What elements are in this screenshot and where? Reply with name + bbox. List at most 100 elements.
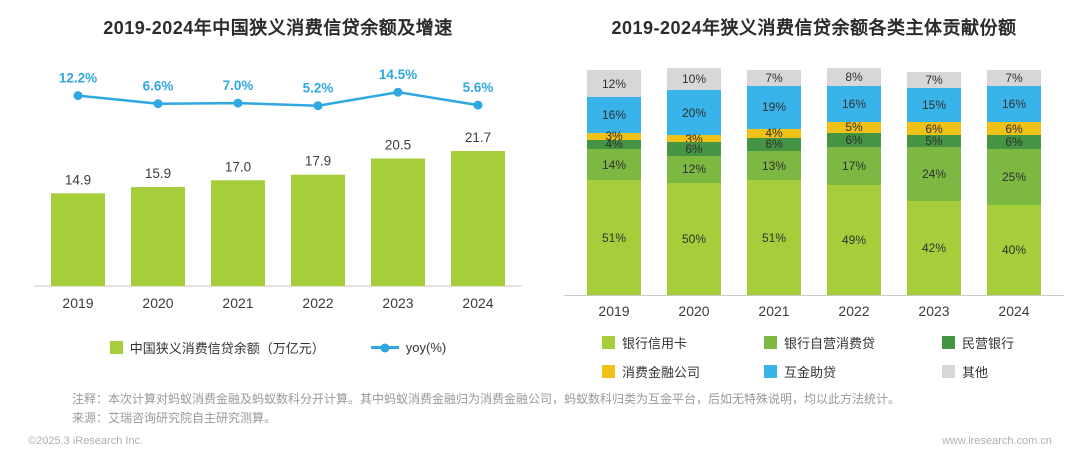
yoy-point [73,91,83,101]
charts-row: 2019-2024年中国狭义消费信贷余额及增速 14.9 15.9 17.0 17.9… [28,6,1064,381]
legend-label: 民营银行 [962,336,1015,351]
x-axis-labels: 2019 2020 2021 2022 2023 2024 [564,303,1064,319]
legend-item: 互金助贷 [764,362,942,381]
segment-银行信用卡: 42% [907,200,961,295]
balance-growth-chart: 2019-2024年中国狭义消费信贷余额及增速 14.9 15.9 17.0 17.9… [28,6,528,381]
stacked-bar-2023: 7% 15% 6% 5% 24% 42% [907,72,961,295]
contribution-share-chart: 2019-2024年狭义消费信贷余额各类主体贡献份额 12% 16% 3% 4% 14%… [564,6,1064,381]
legend-label: 互金助贷 [784,365,837,380]
yoy-value-label: 5.6% [463,80,494,95]
legend-share: 银行信用卡 银行自营消费贷 民营银行消费金融公司 互金助贷 其他 [564,333,1064,381]
legend-item: 民营银行 [942,333,1014,352]
segment-银行自营消费贷: 13% [747,151,801,181]
x-axis-label: 2023 [918,303,950,319]
note-line-1: 注释：本次计算对蚂蚁消费金融及蚂蚁数科分开计算。其中蚂蚁消费金融归为消费金融公司… [72,392,901,406]
segment-互金助贷: 16% [827,85,881,122]
legend-swatch [764,336,777,349]
yoy-value-label: 6.6% [143,79,174,94]
yoy-point [233,98,243,108]
segment-互金助贷: 16% [987,85,1041,122]
yoy-value-label: 14.5% [379,67,417,82]
segment-互金助贷: 16% [587,97,641,133]
segment-民营银行: 6% [827,133,881,147]
yoy-point [393,87,403,97]
segment-其他: 8% [827,67,881,86]
chart-title-right: 2019-2024年狭义消费信贷余额各类主体贡献份额 [611,18,1017,38]
bar-2021 [211,180,265,286]
x-axis-label: 2019 [62,295,93,311]
x-axis-label: 2020 [142,295,173,311]
segment-其他: 10% [667,67,721,91]
legend-swatch-balance [109,341,123,354]
yoy-dot-icon [380,343,390,352]
legend-label-balance: 中国狭义消费信贷余额（万亿元） [129,341,325,356]
stacked-bar-2021: 7% 19% 4% 6% 13% 51% [747,70,801,295]
segment-消费金融公司: 6% [907,121,961,136]
segment-银行信用卡: 50% [667,182,721,295]
segment-银行信用卡: 40% [987,205,1041,295]
yoy-point [313,101,323,111]
x-axis-label: 2022 [302,295,333,311]
stacked-bar-2022: 8% 16% 5% 6% 17% 49% [827,67,881,295]
legend-item: 银行自营消费贷 [764,333,942,352]
segment-民营银行: 4% [587,138,641,150]
bar-2023 [371,158,425,286]
bar-value-label: 14.9 [65,172,91,187]
x-axis-label: 2024 [998,303,1030,319]
segment-消费金融公司: 4% [747,127,801,139]
segment-民营银行: 6% [987,135,1041,149]
segment-互金助贷: 20% [667,90,721,136]
segment-消费金融公司: 3% [587,131,641,142]
chart-title-left: 2019-2024年中国狭义消费信贷余额及增速 [103,18,453,38]
bar-2024 [451,151,505,286]
stacked-bars: 12% 16% 3% 4% 14% 51% 10% 20% 3% 6% 12% 50% 7% 19% 4% 6… [564,67,1064,295]
footnotes: 注释：本次计算对蚂蚁消费金融及蚂蚁数科分开计算。其中蚂蚁消费金融归为消费金融公司… [72,390,1050,427]
yoy-line [77,90,479,107]
legend-item: 其他 [942,362,1014,381]
legend-swatch [602,365,615,378]
segment-民营银行: 5% [907,135,961,147]
legend-item: 消费金融公司 [602,362,764,381]
segment-其他: 7% [907,72,961,88]
bar-value-label: 21.7 [465,130,491,145]
website-url: www.iresearch.com.cn [941,435,1052,447]
bar-2022 [291,174,345,286]
segment-银行自营消费贷: 14% [587,148,641,181]
x-axis-label: 2020 [678,303,710,319]
bar-value-label: 17.0 [225,159,251,174]
segment-互金助贷: 19% [747,85,801,129]
yoy-value-label: 5.2% [303,81,334,96]
bar-value-label: 15.9 [145,166,171,181]
segment-银行信用卡: 49% [827,184,881,295]
segment-其他: 12% [587,70,641,97]
segment-互金助贷: 15% [907,88,961,122]
segment-银行自营消费贷: 25% [987,148,1041,205]
segment-银行自营消费贷: 24% [907,146,961,201]
stacked-bar-2020: 10% 20% 3% 6% 12% 50% [667,67,721,295]
stacked-bar-2024: 7% 16% 6% 6% 25% 40% [987,70,1041,295]
segment-银行自营消费贷: 12% [667,155,721,183]
legend-balance: 中国狭义消费信贷余额（万亿元） yoy(%) [28,338,528,357]
bar-value-label: 20.5 [385,137,411,152]
legend-swatch [602,336,615,349]
note-line-2: 来源：艾瑞咨询研究院自主研究测算。 [72,410,277,425]
x-axis-label: 2023 [382,295,413,311]
yoy-value-label: 7.0% [223,78,254,93]
legend-label: 银行自营消费贷 [784,336,876,351]
x-axis-label: 2024 [462,295,493,311]
bar-2020 [131,187,185,286]
bar-value-label: 17.9 [305,154,331,169]
segment-银行自营消费贷: 17% [827,146,881,185]
stacked-bar-2019: 12% 16% 3% 4% 14% 51% [587,70,641,295]
segment-银行信用卡: 51% [747,180,801,295]
segment-消费金融公司: 5% [827,121,881,134]
segment-民营银行: 6% [667,142,721,156]
legend-item-balance: 中国狭义消费信贷余额（万亿元） [109,338,325,357]
x-axis-label: 2021 [222,295,253,311]
segment-其他: 7% [987,70,1041,86]
legend-label: 其他 [962,365,989,380]
yoy-point [473,100,483,110]
legend-item: 银行信用卡 [602,333,764,352]
legend-label: 银行信用卡 [622,336,688,351]
x-axis-label: 2022 [838,303,870,319]
